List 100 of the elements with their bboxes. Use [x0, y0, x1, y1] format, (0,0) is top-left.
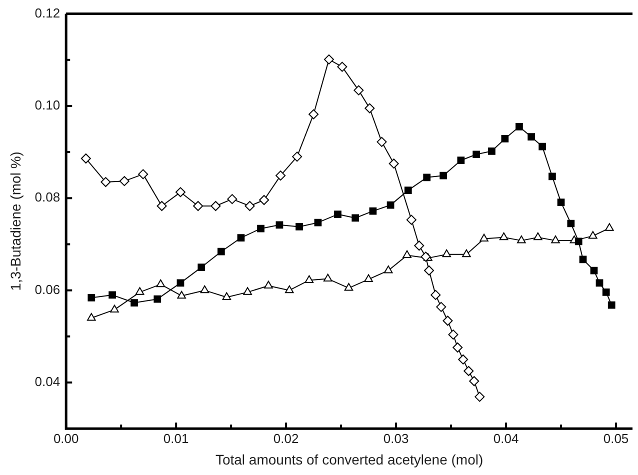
point: [386, 201, 394, 209]
point: [517, 236, 526, 244]
point: [80, 154, 91, 164]
point: [501, 135, 509, 142]
point: [528, 133, 535, 141]
point: [324, 54, 334, 64]
point: [257, 224, 264, 232]
point: [314, 218, 322, 226]
point: [87, 312, 96, 321]
point: [423, 174, 431, 182]
point: [472, 150, 480, 158]
point: [222, 292, 232, 300]
x-axis-title: Total amounts of converted acetylene (mol): [215, 451, 484, 468]
point: [198, 264, 206, 271]
point: [244, 200, 255, 211]
point: [469, 376, 480, 386]
point: [474, 392, 485, 402]
point: [402, 250, 412, 258]
y-tick-label: 0.04: [34, 374, 60, 390]
point: [352, 214, 360, 222]
point: [602, 288, 610, 296]
point: [516, 123, 523, 130]
point: [210, 200, 221, 211]
x-tick-label: 0.01: [163, 430, 189, 446]
point: [551, 236, 560, 244]
y-axis-title: 1,3-Butadiene (mol %): [7, 152, 24, 291]
point: [448, 330, 458, 340]
x-tick-label: 0.02: [273, 430, 299, 446]
point: [464, 366, 474, 376]
point: [135, 287, 144, 295]
y-tick-label: 0.10: [34, 98, 60, 113]
point: [276, 170, 286, 181]
point: [304, 275, 314, 283]
point: [430, 290, 441, 300]
point: [574, 238, 582, 246]
point: [452, 342, 463, 352]
point: [420, 252, 431, 262]
point: [110, 304, 119, 312]
point: [334, 210, 342, 218]
point: [538, 142, 546, 150]
y-tick-label: 0.08: [34, 190, 60, 205]
point: [369, 207, 377, 215]
point: [264, 280, 273, 288]
point: [284, 285, 294, 294]
x-tick-label: 0.00: [53, 430, 79, 446]
point: [462, 249, 471, 258]
point: [567, 220, 575, 228]
point: [119, 176, 130, 186]
x-tick-label: 0.04: [493, 430, 519, 446]
point: [175, 187, 186, 198]
point: [130, 299, 138, 306]
point: [590, 266, 598, 274]
point: [344, 283, 354, 291]
point: [534, 232, 542, 240]
point: [588, 230, 598, 239]
point: [276, 221, 284, 229]
point: [193, 200, 204, 211]
point: [442, 249, 452, 258]
point: [354, 85, 364, 96]
point: [100, 177, 111, 188]
point: [364, 274, 373, 282]
point: [480, 234, 488, 242]
point: [442, 316, 453, 326]
point: [337, 62, 348, 72]
point: [364, 103, 375, 114]
point: [457, 156, 465, 164]
point: [499, 232, 508, 240]
point: [156, 200, 167, 211]
point: [154, 295, 162, 303]
point: [404, 186, 412, 194]
point: [156, 279, 166, 288]
point: [414, 240, 424, 251]
point: [108, 291, 116, 299]
point: [243, 287, 252, 295]
x-tick-label: 0.03: [383, 430, 409, 446]
point: [608, 301, 616, 309]
point: [388, 158, 399, 169]
point: [323, 274, 332, 282]
point: [488, 147, 496, 155]
point: [440, 172, 448, 180]
point: [88, 294, 96, 302]
point: [308, 109, 319, 120]
point: [177, 290, 186, 299]
y-tick-label: 0.06: [34, 282, 60, 297]
point: [227, 194, 238, 204]
point: [458, 354, 468, 364]
point: [200, 285, 210, 294]
point: [176, 279, 184, 287]
point: [557, 198, 565, 206]
point: [292, 152, 302, 162]
point: [138, 169, 148, 180]
point: [424, 266, 434, 276]
y-tick-label: 0.12: [34, 5, 60, 20]
point: [259, 195, 270, 205]
point: [376, 136, 387, 147]
point: [296, 223, 303, 230]
point: [436, 302, 446, 312]
point: [579, 256, 587, 264]
point: [596, 279, 604, 287]
point: [548, 172, 556, 180]
